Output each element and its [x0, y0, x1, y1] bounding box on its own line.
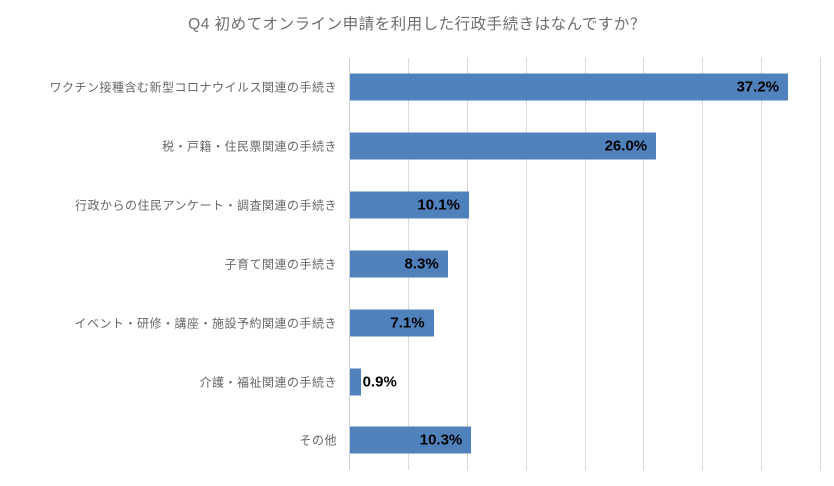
gridline	[466, 58, 468, 470]
category-label: ワクチン接種含む新型コロナウイルス関連の手続き	[49, 80, 337, 95]
bar	[350, 132, 657, 160]
value-label: 10.3%	[419, 431, 463, 449]
gridline	[525, 58, 527, 470]
bar-rows: ワクチン接種含む新型コロナウイルス関連の手続き 37.2% 税・戸籍・住民票関連の手…	[49, 58, 820, 470]
bar	[350, 309, 434, 337]
bar	[350, 250, 448, 278]
gridline	[702, 58, 704, 470]
bar	[350, 368, 361, 396]
bar-row: イベント・研修・講座・施設予約関連の手続き 7.1%	[74, 293, 820, 352]
value-label: 8.3%	[404, 255, 439, 273]
value-label: 10.1%	[417, 196, 460, 214]
bar-row: 税・戸籍・住民票関連の手続き 26.0%	[162, 117, 820, 176]
value-label: 37.2%	[736, 78, 780, 96]
bar-row: 介護・福祉関連の手続き 0.9%	[199, 352, 820, 411]
category-label: イベント・研修・講座・施設予約関連の手続き	[74, 316, 337, 331]
category-label: その他	[299, 433, 337, 448]
y-axis-line	[349, 58, 350, 470]
value-label: 7.1%	[390, 314, 425, 332]
category-label: 行政からの住民アンケート・調査関連の手続き	[74, 198, 337, 213]
chart-title: Q4 初めてオンライン申請を利用した行政手続きはなんですか？	[188, 16, 646, 33]
bar-row: ワクチン接種含む新型コロナウイルス関連の手続き 37.2%	[49, 58, 820, 117]
bar-row: その他 10.3%	[299, 411, 820, 470]
gridline	[820, 58, 821, 470]
bar-row: 子育て関連の手続き 8.3%	[224, 235, 820, 294]
bar	[350, 426, 472, 454]
category-label: 子育て関連の手続き	[224, 257, 337, 272]
gridline	[761, 58, 763, 470]
value-label: 26.0%	[604, 137, 648, 155]
plot-area: ワクチン接種含む新型コロナウイルス関連の手続き 37.2% 税・戸籍・住民票関連の手…	[49, 58, 821, 470]
bar	[350, 73, 789, 101]
value-label: 0.9%	[362, 373, 397, 391]
category-label: 介護・福祉関連の手続き	[199, 375, 337, 390]
gridline	[584, 58, 586, 470]
category-label: 税・戸籍・住民票関連の手続き	[161, 139, 337, 154]
bar	[350, 191, 469, 219]
bar-row: 行政からの住民アンケート・調査関連の手続き 10.1%	[75, 176, 820, 235]
gridline	[643, 58, 645, 470]
